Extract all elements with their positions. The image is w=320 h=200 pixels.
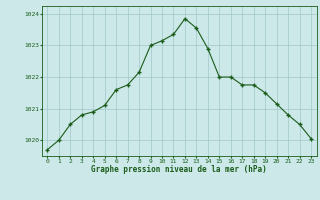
X-axis label: Graphe pression niveau de la mer (hPa): Graphe pression niveau de la mer (hPa) — [91, 165, 267, 174]
